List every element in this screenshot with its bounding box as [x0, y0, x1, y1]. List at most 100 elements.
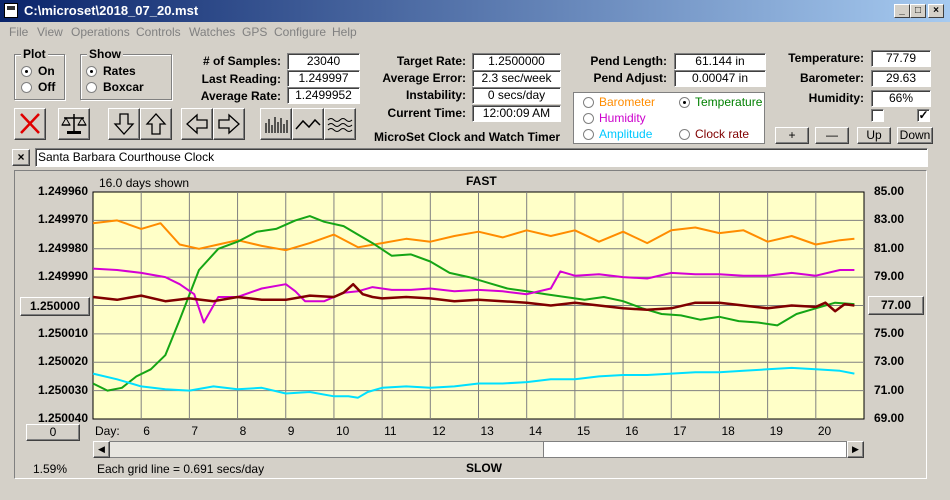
menu-configure[interactable]: Configure	[274, 25, 327, 39]
show-group: Show	[80, 47, 172, 100]
humidity-label: Humidity:	[808, 91, 864, 105]
menu-controls[interactable]: Controls	[136, 25, 181, 39]
humidity-value: 66%	[871, 90, 931, 107]
menu-gps[interactable]: GPS	[242, 25, 268, 39]
left-axis-tick: 1.249960	[37, 184, 88, 198]
app-caption: MicroSet Clock and Watch Timer	[374, 130, 561, 144]
series-temperature-radio[interactable]	[679, 97, 690, 108]
current-time-label: Current Time:	[387, 106, 466, 120]
target-rate-value: 1.2500000	[472, 53, 561, 70]
minimize-button[interactable]: _	[894, 4, 910, 18]
fast-label: FAST	[466, 174, 497, 188]
menu-view[interactable]: View	[37, 25, 63, 39]
day-tick-label: 15	[576, 424, 591, 438]
right-axis-tick: 71.00	[874, 382, 905, 397]
left-axis-tick: 1.250030	[37, 382, 88, 397]
pend-adjust-label: Pend Adjust:	[593, 71, 667, 85]
series-clockrate-label: Clock rate	[695, 127, 750, 141]
show-boxcar-label: Boxcar	[103, 80, 144, 94]
plus-button[interactable]: +	[775, 127, 809, 144]
day-tick-label: 10	[335, 424, 350, 438]
maximize-button[interactable]: □	[910, 4, 926, 18]
plot-off-radio[interactable]	[21, 82, 32, 93]
day-label: Day:	[95, 424, 120, 438]
minus-button[interactable]: —	[815, 127, 849, 144]
show-boxcar-radio[interactable]	[86, 82, 97, 93]
series-amplitude-label: Amplitude	[599, 127, 653, 141]
average-rate-label: Average Rate:	[200, 89, 281, 103]
right-axis-tick: 83.00	[874, 212, 905, 227]
plot-on-radio[interactable]	[21, 66, 32, 77]
menu-file[interactable]: File	[9, 25, 29, 39]
right-axis-tick: 81.00	[874, 240, 905, 255]
target-rate-label: Target Rate:	[396, 54, 466, 68]
right-reference-button[interactable]: 77.00	[868, 296, 924, 315]
barometer-value: 29.63	[871, 70, 931, 87]
grid-note: Each grid line = 0.691 secs/day	[97, 462, 265, 476]
zero-reference-button[interactable]: 1.250000	[20, 297, 90, 316]
series-humidity-label: Humidity	[599, 111, 646, 125]
offset-button[interactable]: 0	[26, 424, 80, 441]
humidity-checkbox-checked[interactable]: ✓	[917, 108, 930, 122]
day-tick-label: 9	[287, 424, 295, 438]
day-tick-label: 12	[432, 424, 446, 438]
menu-watches[interactable]: Watches	[189, 25, 236, 39]
close-window-button[interactable]: ×	[928, 4, 944, 18]
day-tick-label: 18	[721, 424, 735, 438]
balance-scale-icon	[61, 114, 87, 134]
right-axis-tick: 79.00	[874, 269, 905, 284]
day-tick-label: 19	[769, 424, 783, 438]
up-arrow-icon	[145, 113, 167, 135]
temperature-label: Temperature:	[788, 51, 864, 65]
scroll-thumb[interactable]	[543, 441, 847, 458]
arrow-down-button[interactable]	[108, 108, 140, 140]
left-axis-tick: 1.250010	[37, 325, 88, 340]
series-humidity-radio[interactable]	[583, 113, 594, 124]
series-barometer-radio[interactable]	[583, 97, 594, 108]
close-clock-button[interactable]: ×	[12, 149, 30, 166]
series-clockrate-radio[interactable]	[679, 129, 690, 140]
slow-label: SLOW	[466, 461, 502, 475]
day-tick-label: 8	[239, 424, 247, 438]
series-temperature-label: Temperature	[695, 95, 763, 109]
title-bar: C:\microset\2018_07_20.mst _ □ ×	[0, 0, 950, 22]
graph-panel	[14, 170, 927, 479]
average-error-value: 2.3 sec/week	[472, 70, 561, 87]
series-line-barometer	[92, 219, 855, 252]
menu-operations[interactable]: Operations	[71, 25, 130, 39]
wave-view-button[interactable]	[324, 108, 356, 140]
left-axis-tick: 1.249990	[37, 269, 88, 284]
day-tick-label: 6	[143, 424, 150, 438]
bar-graph-icon	[265, 117, 288, 133]
samples-label: # of Samples:	[202, 54, 281, 68]
balance-button[interactable]	[58, 108, 90, 140]
day-tick-label: 11	[384, 424, 397, 438]
right-arrow-icon	[218, 113, 240, 135]
scroll-right-arrow[interactable]: ▶	[847, 441, 864, 458]
clear-button[interactable]	[14, 108, 46, 140]
clock-name-field[interactable]: Santa Barbara Courthouse Clock	[35, 148, 928, 167]
arrow-left-button[interactable]	[181, 108, 213, 140]
right-axis-tick: 69.00	[874, 411, 905, 425]
day-tick-label: 17	[673, 424, 687, 438]
arrow-up-button[interactable]	[140, 108, 172, 140]
app-icon	[4, 3, 18, 18]
right-axis-tick: 85.00	[874, 184, 905, 198]
arrow-right-button[interactable]	[213, 108, 245, 140]
series-barometer-label: Barometer	[599, 95, 656, 109]
scroll-left-arrow[interactable]: ◀	[93, 441, 110, 458]
series-line-amplitude	[92, 366, 855, 399]
instability-label: Instability:	[405, 88, 466, 102]
humidity-checkbox[interactable]	[871, 109, 884, 122]
bar-view-button[interactable]	[260, 108, 292, 140]
series-amplitude-radio[interactable]	[583, 129, 594, 140]
left-arrow-icon	[186, 113, 208, 135]
menu-help[interactable]: Help	[332, 25, 357, 39]
day-tick-label: 7	[191, 424, 199, 438]
up-button[interactable]: Up	[857, 127, 891, 144]
line-view-button[interactable]	[292, 108, 324, 140]
show-rates-radio[interactable]	[86, 66, 97, 77]
left-axis-tick: 1.250040	[37, 411, 88, 425]
last-reading-value: 1.249997	[287, 70, 360, 87]
down-button[interactable]: Down	[897, 127, 933, 144]
